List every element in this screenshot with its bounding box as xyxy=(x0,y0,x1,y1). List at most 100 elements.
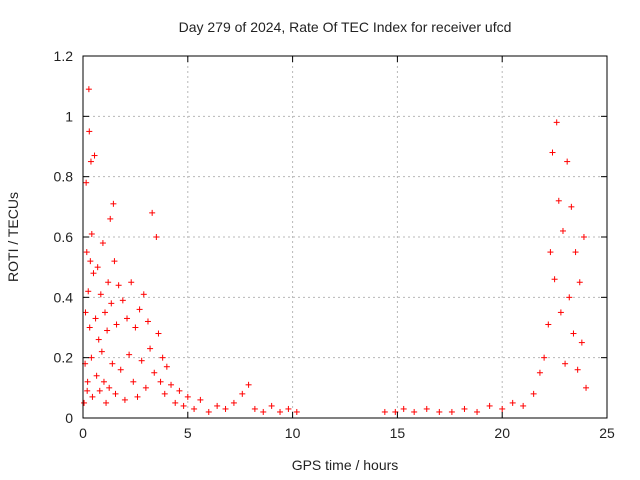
data-point xyxy=(474,408,481,415)
y-tick-label: 0.2 xyxy=(54,350,74,366)
data-point xyxy=(87,158,94,165)
data-point xyxy=(81,399,88,406)
data-point xyxy=(277,408,284,415)
data-point xyxy=(111,258,118,265)
data-point xyxy=(104,327,111,334)
data-point xyxy=(121,396,128,403)
data-point xyxy=(117,366,124,373)
data-point xyxy=(83,249,90,256)
data-point xyxy=(163,363,170,370)
data-point xyxy=(92,315,99,322)
data-point xyxy=(110,200,117,207)
data-point xyxy=(381,408,388,415)
data-point xyxy=(555,197,562,204)
data-point xyxy=(245,381,252,388)
data-point xyxy=(130,378,137,385)
data-point xyxy=(98,348,105,355)
y-axis-label: ROTI / TECUs xyxy=(5,192,21,282)
data-point xyxy=(172,399,179,406)
data-point xyxy=(499,405,506,412)
data-point xyxy=(576,279,583,286)
data-point xyxy=(93,372,100,379)
data-point xyxy=(106,384,113,391)
data-point xyxy=(108,300,115,307)
data-point xyxy=(136,306,143,313)
data-point xyxy=(95,336,102,343)
data-point xyxy=(168,381,175,388)
x-tick-label: 15 xyxy=(390,425,406,441)
data-point xyxy=(400,405,407,412)
data-point xyxy=(551,276,558,283)
data-point xyxy=(461,405,468,412)
data-point xyxy=(82,309,89,316)
data-point xyxy=(214,402,221,409)
grid-lines xyxy=(83,56,607,418)
data-point xyxy=(578,339,585,346)
data-point xyxy=(103,399,110,406)
data-point xyxy=(128,279,135,286)
data-point xyxy=(568,203,575,210)
data-point xyxy=(132,324,139,331)
data-point xyxy=(159,354,166,361)
data-point xyxy=(509,399,516,406)
data-point xyxy=(147,345,154,352)
data-point xyxy=(222,405,229,412)
data-point xyxy=(99,240,106,247)
data-point xyxy=(411,408,418,415)
data-point xyxy=(197,396,204,403)
x-tick-label: 10 xyxy=(285,425,301,441)
data-point xyxy=(184,393,191,400)
data-point xyxy=(520,402,527,409)
data-point xyxy=(107,215,114,222)
data-point xyxy=(105,279,112,286)
data-point xyxy=(161,390,168,397)
data-point xyxy=(94,264,101,271)
y-tick-label: 1.2 xyxy=(54,48,74,64)
data-point xyxy=(180,402,187,409)
data-point xyxy=(545,321,552,328)
data-point xyxy=(119,297,126,304)
data-point xyxy=(536,369,543,376)
data-point xyxy=(176,387,183,394)
data-point xyxy=(113,321,120,328)
data-point xyxy=(392,408,399,415)
data-point xyxy=(84,378,91,385)
data-point xyxy=(91,152,98,159)
data-point xyxy=(86,128,93,135)
data-point xyxy=(572,249,579,256)
data-point xyxy=(570,330,577,337)
data-point xyxy=(88,354,95,361)
data-point xyxy=(126,351,133,358)
data-point xyxy=(97,291,104,298)
data-point xyxy=(230,399,237,406)
data-point xyxy=(83,179,90,186)
data-point xyxy=(574,366,581,373)
data-point xyxy=(102,309,109,316)
data-point xyxy=(87,258,94,265)
data-point xyxy=(260,408,267,415)
data-point xyxy=(564,158,571,165)
data-point xyxy=(144,318,151,325)
data-point xyxy=(151,369,158,376)
data-point xyxy=(541,354,548,361)
data-points xyxy=(81,86,590,415)
x-axis-label: GPS time / hours xyxy=(292,457,399,473)
data-point xyxy=(112,390,119,397)
data-point xyxy=(100,378,107,385)
x-tick-label: 5 xyxy=(184,425,192,441)
data-point xyxy=(580,234,587,240)
data-point xyxy=(436,408,443,415)
data-point xyxy=(559,227,566,234)
data-point xyxy=(124,315,131,322)
data-point xyxy=(547,249,554,256)
data-point xyxy=(530,390,537,397)
data-point xyxy=(90,270,97,277)
data-point xyxy=(268,402,275,409)
data-point xyxy=(155,330,162,337)
y-tick-label: 0.6 xyxy=(54,229,74,245)
data-point xyxy=(84,387,91,394)
x-tick-label: 25 xyxy=(599,425,615,441)
data-point xyxy=(285,405,292,412)
data-point xyxy=(566,294,573,301)
data-point xyxy=(157,378,164,385)
